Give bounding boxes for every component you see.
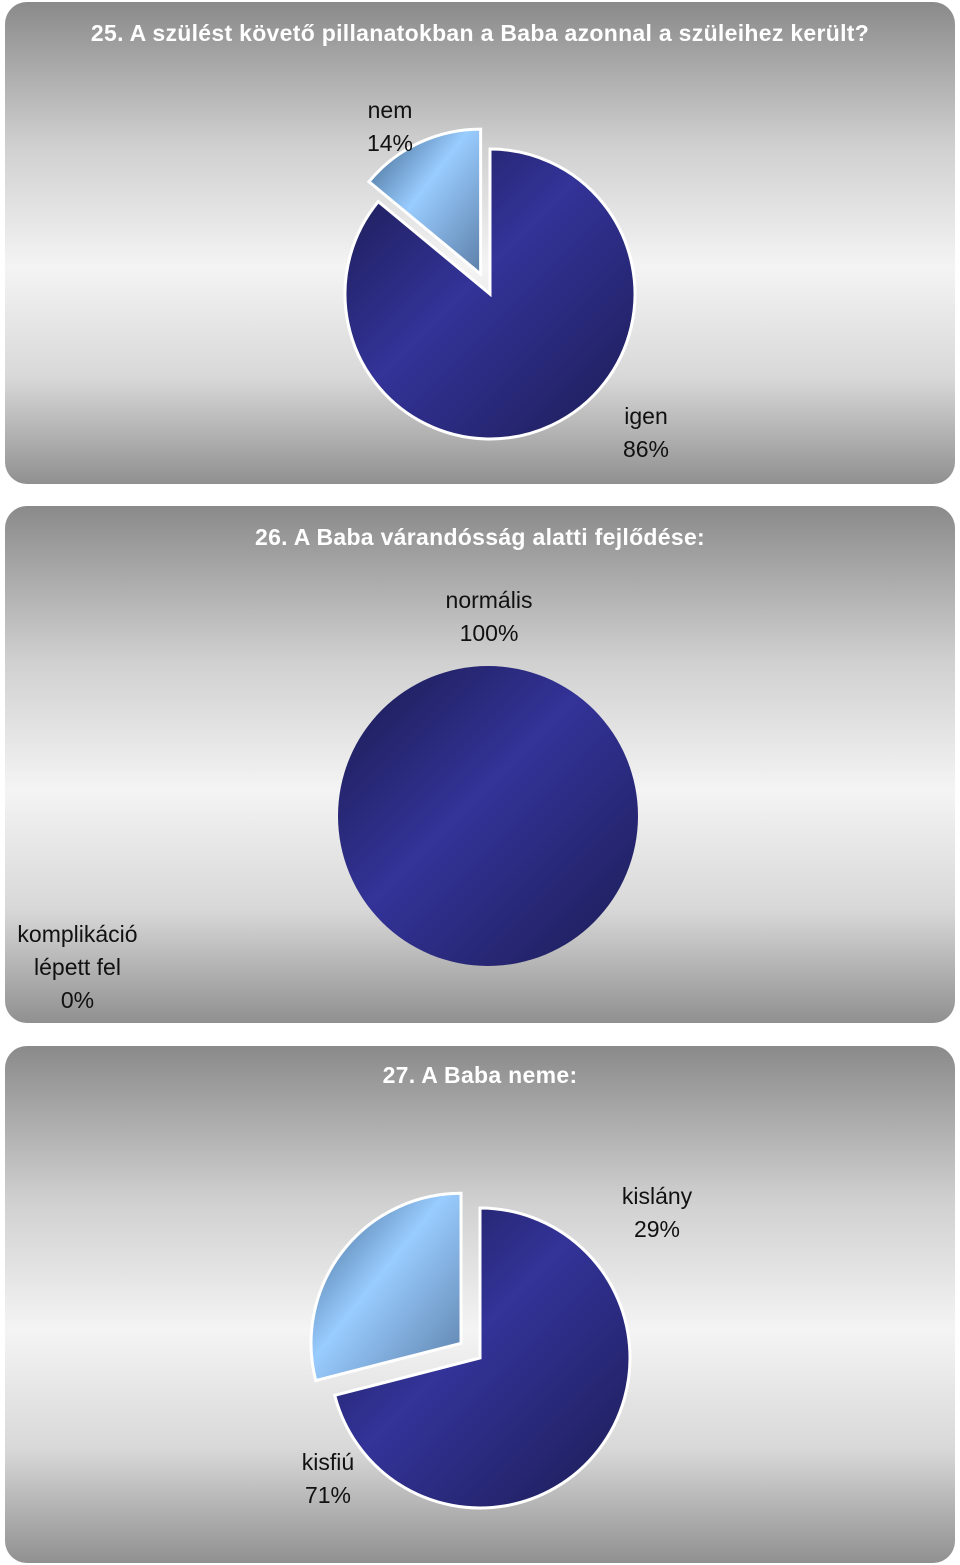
- chart-title: 25. A szülést követő pillanatokban a Bab…: [90, 20, 870, 46]
- pie-slice-nem: [366, 127, 483, 278]
- pie-chart: [338, 666, 638, 966]
- pie-slice-igen: [343, 147, 637, 441]
- pie-slice-kisfiú: [332, 1206, 632, 1510]
- pie-slice-normális: [338, 666, 638, 966]
- slice-label-komplikacio: komplikáció lépett fel 0%: [17, 921, 138, 1013]
- chart-panel-26: 26. A Baba várandósság alatti fejlődése:…: [5, 506, 955, 1023]
- pie-chart: [343, 127, 637, 441]
- chart-title: 26. A Baba várandósság alatti fejlődése:: [255, 524, 706, 550]
- pie-chart: [309, 1191, 632, 1510]
- slice-label-igen: igen 86%: [622, 403, 670, 462]
- slice-label-normalis: normális 100%: [445, 587, 533, 646]
- chart-title: 27. A Baba neme:: [382, 1062, 578, 1088]
- slice-label-nem: nem 14%: [366, 97, 414, 156]
- slice-label-kislany: kislány 29%: [621, 1183, 693, 1242]
- chart-panel-25: 25. A szülést követő pillanatokban a Bab…: [5, 2, 955, 484]
- chart-panel-27: 27. A Baba neme: kislány 29% kisfiú 71%: [5, 1046, 955, 1563]
- pie-slice-kislány: [309, 1191, 463, 1383]
- slice-label-kisfiu: kisfiú 71%: [301, 1449, 355, 1508]
